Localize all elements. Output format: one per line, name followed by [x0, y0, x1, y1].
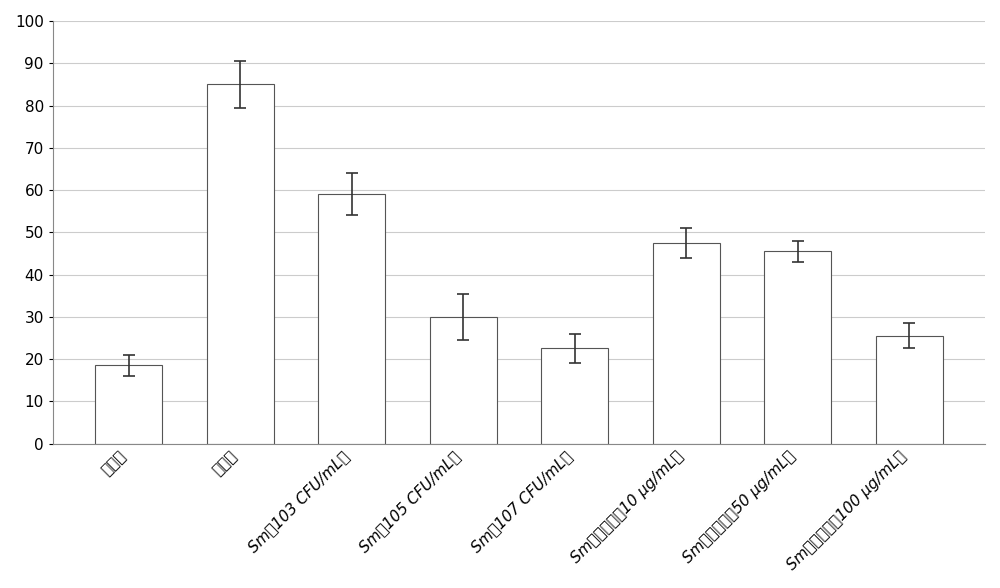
Bar	[207, 84, 274, 443]
Bar	[318, 194, 385, 443]
Bar	[430, 317, 497, 443]
Bar	[764, 251, 831, 443]
Bar	[541, 349, 608, 443]
Bar	[876, 336, 943, 443]
Bar	[95, 365, 162, 443]
Bar	[653, 243, 720, 443]
